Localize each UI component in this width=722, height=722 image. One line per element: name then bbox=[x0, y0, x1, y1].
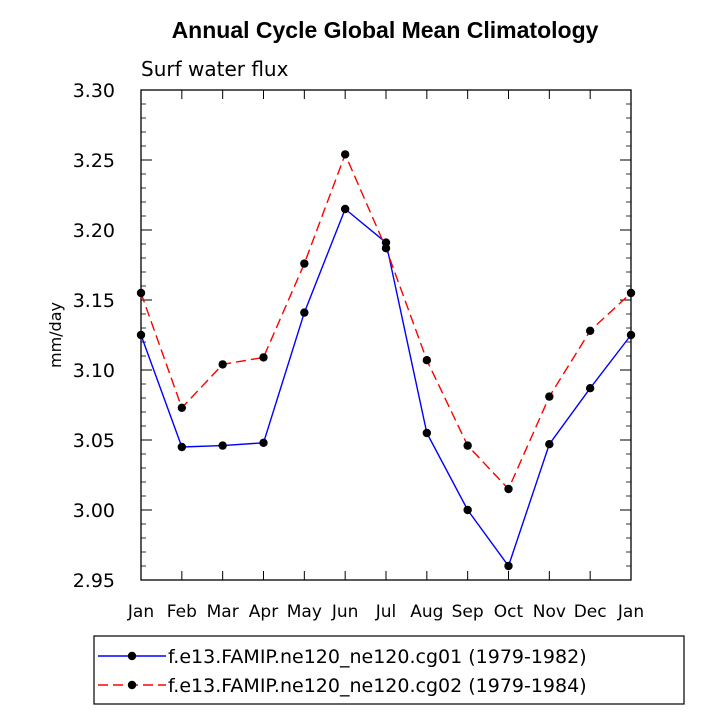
y-tick-label: 3.10 bbox=[73, 360, 115, 382]
axis-ticks bbox=[140, 89, 632, 581]
x-tick-label: Jun bbox=[331, 602, 359, 622]
data-point bbox=[585, 384, 595, 393]
data-point bbox=[463, 441, 472, 450]
x-tick-label: Feb bbox=[167, 602, 197, 622]
y-tick-label: 3.25 bbox=[73, 150, 115, 172]
y-tick-label: 3.20 bbox=[73, 220, 115, 242]
y-tick-label: 3.00 bbox=[73, 500, 115, 522]
legend: f.e13.FAMIP.ne120_ne120.cg01 (1979-1982)… bbox=[93, 635, 685, 705]
series-1 bbox=[136, 204, 636, 571]
data-point bbox=[504, 484, 513, 494]
y-tick-label: 3.05 bbox=[73, 430, 115, 452]
y-tick-label: 3.30 bbox=[73, 80, 115, 102]
data-point bbox=[545, 440, 554, 449]
legend-label: f.e13.FAMIP.ne120_ne120.cg02 (1979-1984) bbox=[168, 675, 587, 697]
x-tick-label: May bbox=[287, 602, 322, 622]
data-point bbox=[218, 360, 227, 369]
legend-marker bbox=[127, 651, 137, 661]
x-tick-label: Jan bbox=[127, 602, 154, 622]
y-tick-label: 3.15 bbox=[73, 290, 115, 312]
y-tick-label: 2.95 bbox=[73, 570, 115, 592]
x-tick-label: Oct bbox=[494, 602, 524, 622]
series-line bbox=[140, 207, 632, 568]
data-point bbox=[136, 288, 146, 298]
y-axis-label: mm/day bbox=[46, 302, 65, 368]
data-point bbox=[177, 442, 187, 452]
data-point bbox=[545, 392, 554, 401]
data-point bbox=[136, 330, 146, 340]
data-point bbox=[504, 561, 513, 571]
data-point bbox=[626, 330, 636, 340]
chart-title: Annual Cycle Global Mean Climatology bbox=[172, 17, 599, 43]
x-tick-label: Aug bbox=[410, 602, 443, 622]
x-tick-label: Dec bbox=[574, 602, 607, 622]
x-tick-label: Sep bbox=[452, 602, 484, 622]
x-tick-label: Mar bbox=[207, 602, 239, 622]
data-point bbox=[259, 353, 268, 362]
data-point bbox=[340, 150, 350, 159]
data-point bbox=[300, 308, 309, 317]
data-point bbox=[585, 326, 595, 335]
series-line bbox=[140, 152, 632, 491]
data-point bbox=[422, 428, 432, 438]
data-point bbox=[177, 403, 187, 412]
legend-label: f.e13.FAMIP.ne120_ne120.cg01 (1979-1982) bbox=[168, 646, 587, 668]
tick-labels: Jan Feb Mar Apr May Jun Jul Aug Sep Oct Nov Dec Jan 2… bbox=[73, 80, 644, 622]
legend-box bbox=[93, 635, 685, 705]
data-point bbox=[259, 438, 268, 447]
x-tick-label: Apr bbox=[249, 602, 278, 622]
legend-marker bbox=[127, 680, 137, 690]
chart-subtitle: Surf water flux bbox=[141, 57, 289, 81]
x-tick-label: Jan bbox=[617, 602, 644, 622]
data-point bbox=[463, 505, 472, 515]
data-point bbox=[381, 244, 391, 253]
x-tick-label: Jul bbox=[375, 602, 397, 622]
data-point bbox=[422, 356, 432, 365]
data-point bbox=[300, 259, 309, 268]
x-tick-label: Nov bbox=[533, 602, 566, 622]
data-point bbox=[340, 204, 350, 214]
data-point bbox=[218, 441, 227, 450]
series-layer bbox=[136, 150, 636, 571]
series-2 bbox=[136, 150, 636, 494]
data-point bbox=[626, 288, 636, 298]
plot-frame bbox=[140, 89, 632, 581]
